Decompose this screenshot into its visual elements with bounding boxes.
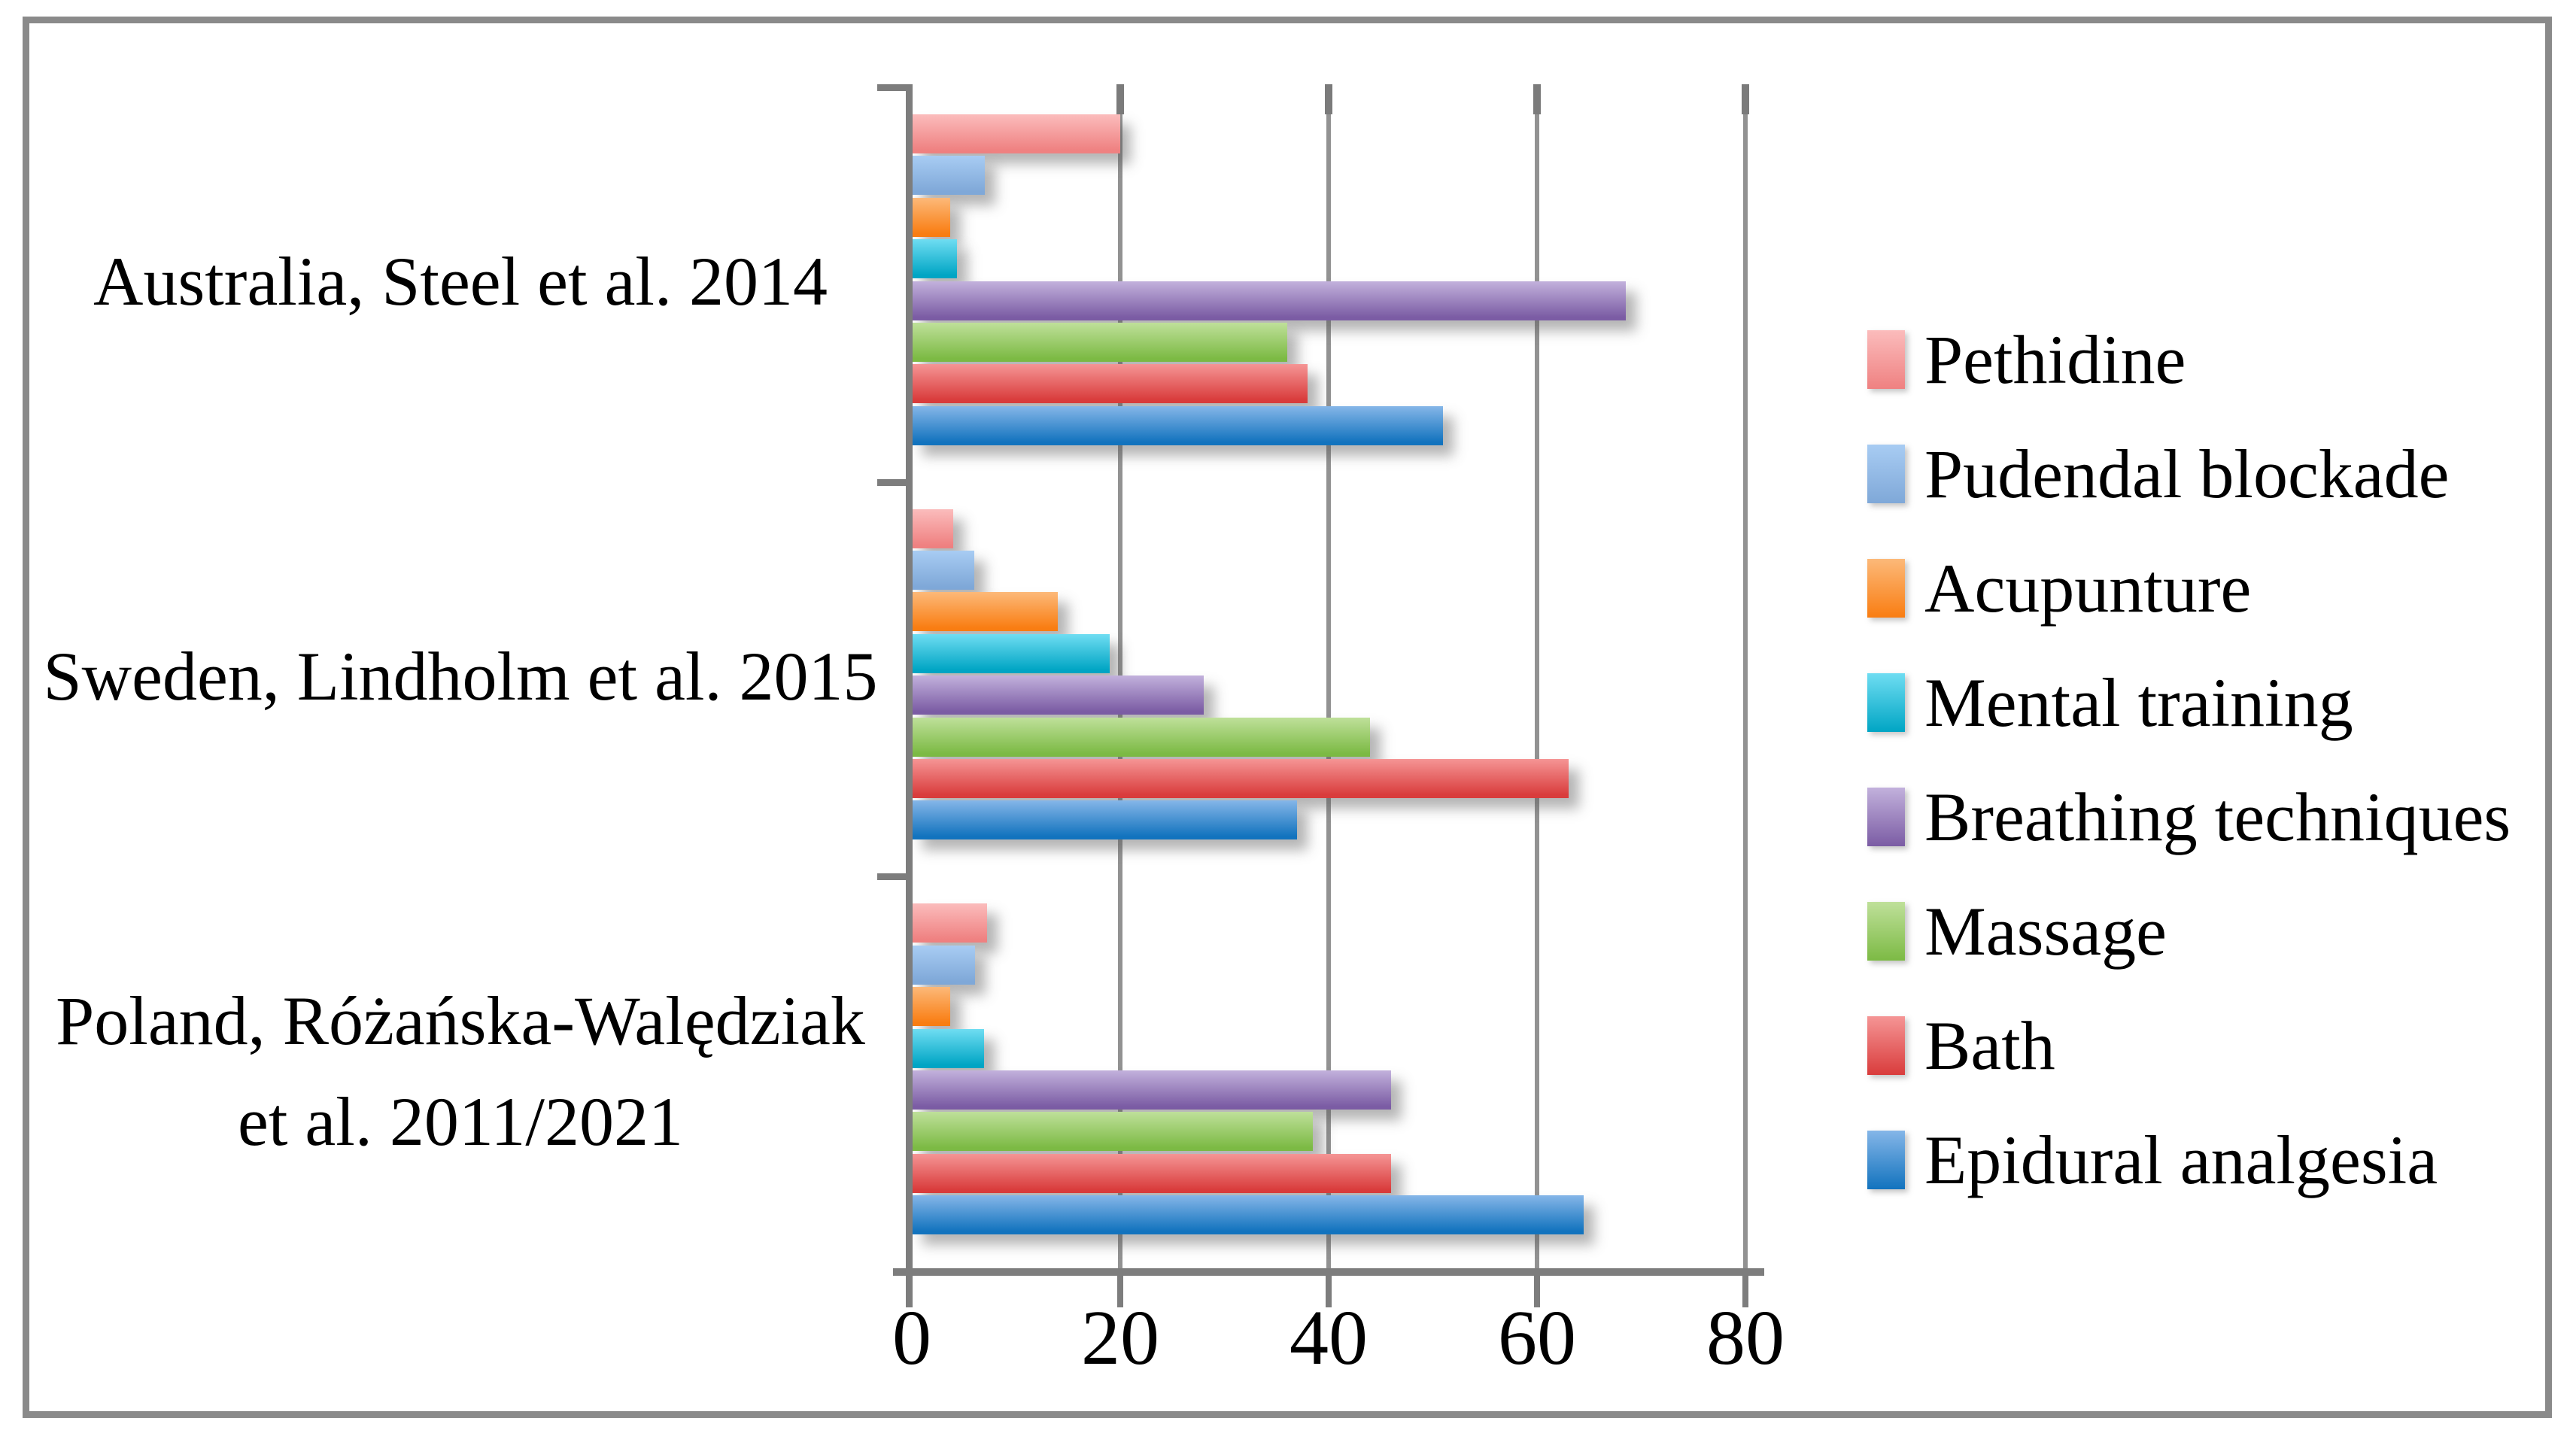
value-axis-tick-60 bbox=[1534, 1276, 1540, 1307]
legend-swatch-icon bbox=[1867, 1131, 1905, 1189]
value-axis-tick-label-80: 80 bbox=[1706, 1295, 1785, 1381]
legend-item-breathing-techniques: Breathing techniques bbox=[1867, 760, 2511, 874]
legend-item-bath: Bath bbox=[1867, 988, 2055, 1103]
bar-epidural-analgesia-group1 bbox=[912, 406, 1443, 445]
bar-acupunture-group3 bbox=[912, 987, 950, 1026]
bar-acupunture-group2 bbox=[912, 592, 1058, 631]
bar-mental-training-group3 bbox=[912, 1029, 984, 1068]
legend-swatch-icon bbox=[1867, 445, 1905, 503]
legend-item-acupunture: Acupunture bbox=[1867, 531, 2251, 645]
legend-swatch-icon bbox=[1867, 559, 1905, 618]
category-label-line: et al. 2011/2021 bbox=[238, 1083, 683, 1160]
value-axis-tick-20 bbox=[1117, 1276, 1123, 1307]
legend-swatch-icon bbox=[1867, 902, 1905, 961]
value-axis-line bbox=[893, 1268, 1764, 1276]
bar-pudendal-blockade-group1 bbox=[912, 156, 985, 195]
category-label-group1: Australia, Steel et al. 2014 bbox=[32, 231, 889, 332]
bar-pethidine-group1 bbox=[912, 114, 1120, 153]
value-axis-tick-label-40: 40 bbox=[1290, 1295, 1368, 1381]
bar-mental-training-group2 bbox=[912, 634, 1110, 673]
gridline-60 bbox=[1535, 84, 1539, 1268]
legend-item-epidural-analgesia: Epidural analgesia bbox=[1867, 1103, 2438, 1217]
legend-label: Breathing techniques bbox=[1924, 779, 2511, 855]
value-axis-tick-80 bbox=[1742, 1276, 1748, 1307]
legend-label: Mental training bbox=[1924, 664, 2353, 741]
legend-swatch-icon bbox=[1867, 788, 1905, 846]
legend-label: Acupunture bbox=[1924, 550, 2252, 627]
legend-swatch-icon bbox=[1867, 1016, 1905, 1075]
legend-label: Bath bbox=[1924, 1007, 2055, 1084]
category-label-group2: Sweden, Lindholm et al. 2015 bbox=[32, 626, 889, 727]
gridline-top-tick-60 bbox=[1533, 84, 1541, 114]
bar-bath-group2 bbox=[912, 759, 1569, 798]
bar-breathing-techniques-group2 bbox=[912, 675, 1204, 715]
category-boundary-tick bbox=[877, 479, 913, 486]
gridline-top-tick-20 bbox=[1116, 84, 1124, 114]
bar-breathing-techniques-group1 bbox=[912, 281, 1626, 320]
category-label-line: Sweden, Lindholm et al. 2015 bbox=[43, 638, 878, 715]
category-axis-line bbox=[906, 84, 913, 1307]
gridline-40 bbox=[1326, 84, 1331, 1268]
value-axis-tick-label-60: 60 bbox=[1498, 1295, 1576, 1381]
bar-pethidine-group3 bbox=[912, 903, 987, 943]
value-axis-tick-label-20: 20 bbox=[1081, 1295, 1159, 1381]
category-label-group3: Poland, Różańska-Walędziak et al. 2011/20… bbox=[32, 970, 889, 1172]
category-label-line: Poland, Różańska-Walędziak bbox=[56, 982, 865, 1059]
gridline-top-tick-80 bbox=[1742, 84, 1749, 114]
bar-pudendal-blockade-group2 bbox=[912, 551, 974, 590]
legend-label: Massage bbox=[1924, 893, 2167, 970]
bar-mental-training-group1 bbox=[912, 239, 957, 278]
legend-item-mental-training: Mental training bbox=[1867, 645, 2353, 760]
bar-massage-group3 bbox=[912, 1112, 1313, 1151]
legend-item-massage: Massage bbox=[1867, 874, 2167, 988]
legend-item-pethidine: Pethidine bbox=[1867, 302, 2186, 417]
bar-epidural-analgesia-group2 bbox=[912, 800, 1297, 839]
legend-item-pudendal-blockade: Pudendal blockade bbox=[1867, 417, 2449, 531]
bar-bath-group3 bbox=[912, 1154, 1391, 1193]
value-axis-tick-40 bbox=[1326, 1276, 1332, 1307]
legend-swatch-icon bbox=[1867, 673, 1905, 732]
category-label-line: Australia, Steel et al. 2014 bbox=[93, 243, 828, 320]
legend-label: Epidural analgesia bbox=[1924, 1122, 2438, 1198]
bar-breathing-techniques-group3 bbox=[912, 1070, 1391, 1110]
gridline-80 bbox=[1743, 84, 1748, 1268]
bar-pudendal-blockade-group3 bbox=[912, 946, 975, 985]
category-boundary-tick bbox=[877, 84, 913, 91]
bar-acupunture-group1 bbox=[912, 198, 950, 237]
bar-epidural-analgesia-group3 bbox=[912, 1195, 1584, 1234]
legend-swatch-icon bbox=[1867, 330, 1905, 389]
bar-bath-group1 bbox=[912, 364, 1308, 403]
legend-label: Pethidine bbox=[1924, 321, 2186, 398]
bar-pethidine-group2 bbox=[912, 509, 953, 548]
value-axis-tick-label-0: 0 bbox=[892, 1295, 931, 1381]
bar-massage-group1 bbox=[912, 323, 1287, 362]
category-boundary-tick bbox=[877, 873, 913, 880]
bar-massage-group2 bbox=[912, 718, 1370, 757]
gridline-top-tick-40 bbox=[1325, 84, 1332, 114]
legend-label: Pudendal blockade bbox=[1924, 436, 2450, 512]
